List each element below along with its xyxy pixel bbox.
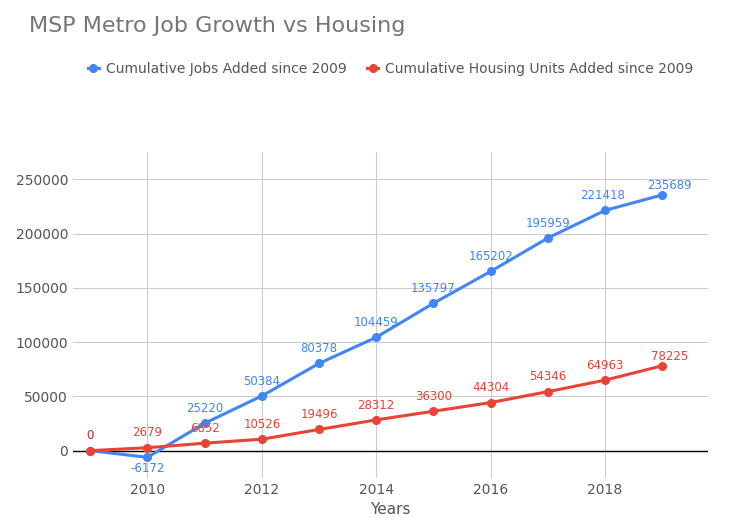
- Cumulative Jobs Added since 2009: [315, 360, 323, 366]
- Text: 36300: 36300: [415, 390, 452, 403]
- Cumulative Housing Units Added since 2009: [143, 445, 152, 451]
- Text: 25220: 25220: [186, 402, 223, 415]
- Text: 78225: 78225: [650, 350, 688, 363]
- Text: 0: 0: [86, 429, 94, 442]
- X-axis label: Years: Years: [370, 502, 411, 517]
- Cumulative Jobs Added since 2009: [372, 334, 380, 340]
- Cumulative Housing Units Added since 2009: [258, 436, 266, 443]
- Cumulative Jobs Added since 2009: [200, 420, 209, 426]
- Text: 165202: 165202: [469, 250, 513, 263]
- Cumulative Jobs Added since 2009: [658, 192, 666, 198]
- Text: 28312: 28312: [358, 398, 395, 412]
- Text: 135797: 135797: [411, 282, 456, 295]
- Text: 64963: 64963: [586, 359, 624, 372]
- Cumulative Jobs Added since 2009: [143, 454, 152, 460]
- Text: 221418: 221418: [580, 189, 625, 202]
- Text: 19496: 19496: [300, 408, 338, 421]
- Text: 0: 0: [86, 429, 94, 442]
- Cumulative Housing Units Added since 2009: [429, 408, 438, 414]
- Cumulative Jobs Added since 2009: [86, 447, 95, 454]
- Line: Cumulative Jobs Added since 2009: Cumulative Jobs Added since 2009: [86, 191, 666, 461]
- Text: 54346: 54346: [529, 370, 566, 383]
- Cumulative Housing Units Added since 2009: [544, 388, 553, 395]
- Text: 10526: 10526: [243, 418, 280, 431]
- Text: 235689: 235689: [647, 179, 691, 192]
- Text: 104459: 104459: [354, 316, 399, 329]
- Legend: Cumulative Jobs Added since 2009, Cumulative Housing Units Added since 2009: Cumulative Jobs Added since 2009, Cumula…: [88, 61, 694, 76]
- Text: 44304: 44304: [472, 381, 510, 394]
- Cumulative Housing Units Added since 2009: [486, 400, 495, 406]
- Text: MSP Metro Job Growth vs Housing: MSP Metro Job Growth vs Housing: [29, 16, 406, 36]
- Cumulative Housing Units Added since 2009: [315, 426, 323, 433]
- Line: Cumulative Housing Units Added since 2009: Cumulative Housing Units Added since 200…: [86, 362, 666, 455]
- Text: -6172: -6172: [130, 463, 164, 475]
- Cumulative Housing Units Added since 2009: [658, 363, 666, 369]
- Cumulative Jobs Added since 2009: [601, 207, 610, 214]
- Text: 80378: 80378: [301, 342, 337, 355]
- Text: 195959: 195959: [526, 217, 570, 229]
- Cumulative Housing Units Added since 2009: [601, 377, 610, 383]
- Cumulative Jobs Added since 2009: [544, 235, 553, 241]
- Cumulative Jobs Added since 2009: [258, 393, 266, 399]
- Text: 6852: 6852: [190, 422, 220, 435]
- Cumulative Housing Units Added since 2009: [86, 447, 95, 454]
- Cumulative Housing Units Added since 2009: [372, 417, 380, 423]
- Cumulative Jobs Added since 2009: [429, 300, 438, 307]
- Text: 50384: 50384: [243, 375, 280, 387]
- Cumulative Jobs Added since 2009: [486, 268, 495, 275]
- Cumulative Housing Units Added since 2009: [200, 440, 209, 446]
- Text: 2679: 2679: [132, 426, 162, 439]
